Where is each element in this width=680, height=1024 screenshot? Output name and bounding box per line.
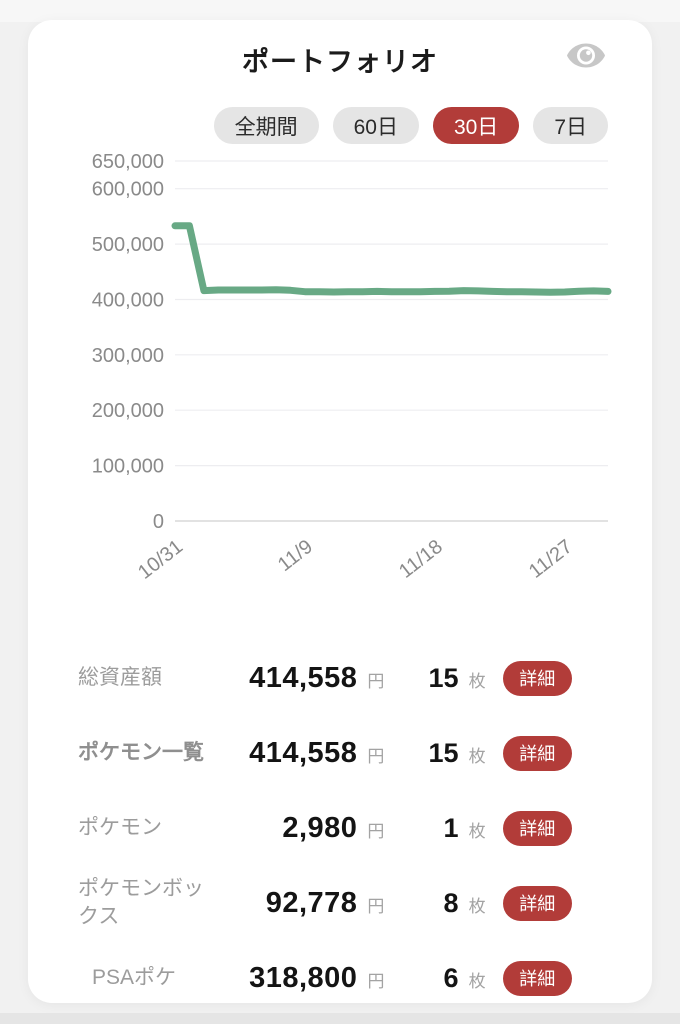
row-value-unit: 円 <box>367 746 385 766</box>
svg-text:11/27: 11/27 <box>525 536 577 583</box>
row-psa-poke: PSAポケ 318,800 円 6 枚 詳細 <box>78 946 572 1010</box>
row-total-assets: 総資産額 414,558 円 15 枚 詳細 <box>78 646 572 710</box>
row-count: 8 <box>443 887 459 918</box>
row-label: PSAポケ <box>92 965 177 989</box>
row-count: 6 <box>443 962 459 993</box>
portfolio-value-chart: 0 100,000 200,000 300,000 400,000 500,000 600,… <box>28 152 652 604</box>
svg-text:400,000: 400,000 <box>92 289 164 311</box>
tab-30-days[interactable]: 30日 <box>432 107 520 144</box>
detail-button[interactable]: 詳細 <box>502 810 572 846</box>
row-value-unit: 円 <box>367 896 385 916</box>
eye-icon <box>566 43 606 72</box>
card-header: ポートフォリオ <box>28 36 652 82</box>
row-count-unit: 枚 <box>468 896 486 916</box>
detail-button[interactable]: 詳細 <box>502 960 572 996</box>
detail-button[interactable]: 詳細 <box>502 735 572 771</box>
svg-text:600,000: 600,000 <box>92 179 164 201</box>
row-value-unit: 円 <box>367 671 385 691</box>
row-count-unit: 枚 <box>468 971 486 991</box>
svg-text:300,000: 300,000 <box>92 345 164 367</box>
row-count: 1 <box>443 812 459 843</box>
row-value-unit: 円 <box>367 971 385 991</box>
detail-button[interactable]: 詳細 <box>502 885 572 921</box>
row-count-unit: 枚 <box>468 746 486 766</box>
row-label: ポケモン <box>78 815 162 839</box>
portfolio-card: ポートフォリオ 全期間 60日 30日 7日 0 100,000 200,000 30… <box>28 20 652 1003</box>
svg-text:11/18: 11/18 <box>395 536 447 583</box>
page-background-bottom <box>0 1013 680 1024</box>
tab-7-days[interactable]: 7日 <box>533 107 608 144</box>
row-label: ポケモン一覧 <box>78 740 204 764</box>
row-count: 15 <box>428 737 459 768</box>
asset-summary-list: 総資産額 414,558 円 15 枚 詳細 ポケモン一覧 414,558 円 … <box>28 646 652 1010</box>
page-background-top <box>0 0 680 22</box>
visibility-toggle-button[interactable] <box>566 42 606 69</box>
row-label: 総資産額 <box>78 665 162 689</box>
tab-all-period[interactable]: 全期間 <box>213 107 319 144</box>
page-title: ポートフォリオ <box>242 46 438 77</box>
row-value-unit: 円 <box>367 821 385 841</box>
svg-text:10/31: 10/31 <box>134 536 187 584</box>
svg-text:650,000: 650,000 <box>92 152 164 173</box>
row-pokemon: ポケモン 2,980 円 1 枚 詳細 <box>78 796 572 860</box>
svg-text:100,000: 100,000 <box>92 456 164 478</box>
row-count-unit: 枚 <box>468 671 486 691</box>
row-count-unit: 枚 <box>468 821 486 841</box>
svg-text:500,000: 500,000 <box>92 234 164 256</box>
row-label: ポケモンボックス <box>78 876 204 928</box>
row-value: 2,980 <box>282 811 358 844</box>
svg-text:0: 0 <box>153 511 164 533</box>
row-value: 414,558 <box>249 661 358 694</box>
tab-60-days[interactable]: 60日 <box>332 107 419 144</box>
chart-svg: 0 100,000 200,000 300,000 400,000 500,000 600,… <box>92 152 612 584</box>
row-pokemon-list: ポケモン一覧 414,558 円 15 枚 詳細 <box>78 721 572 785</box>
period-tabs: 全期間 60日 30日 7日 <box>28 107 652 144</box>
row-value: 318,800 <box>249 961 358 994</box>
svg-text:200,000: 200,000 <box>92 400 164 422</box>
row-pokemon-box: ポケモンボックス 92,778 円 8 枚 詳細 <box>78 871 572 935</box>
row-count: 15 <box>428 662 459 693</box>
row-value: 92,778 <box>265 886 358 919</box>
svg-text:11/9: 11/9 <box>274 536 317 576</box>
detail-button[interactable]: 詳細 <box>502 660 572 696</box>
row-value: 414,558 <box>249 736 358 769</box>
